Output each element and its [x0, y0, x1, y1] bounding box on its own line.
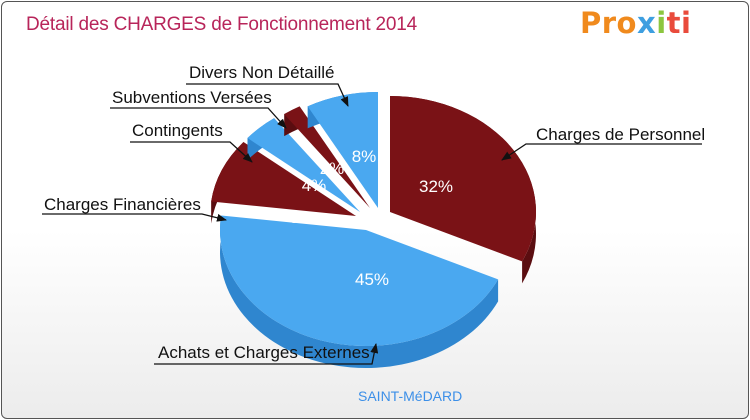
category-label: Achats et Charges Externes: [158, 343, 370, 362]
town-name: SAINT-MéDARD: [358, 388, 463, 404]
callout-line: [501, 143, 702, 161]
callout-line: [186, 83, 349, 107]
pie-slice-side: [220, 215, 499, 368]
logo-part-1: Pro: [580, 6, 637, 40]
slice-value-label: 8%: [352, 147, 377, 166]
pie-slice: [220, 215, 499, 346]
logo-part-4: ti: [666, 6, 692, 40]
slice-value-label: 9%: [290, 208, 315, 227]
pie-slice: [307, 92, 378, 208]
callout-line: [110, 107, 287, 129]
slice-value-label: 45%: [355, 270, 389, 289]
callout-line: [130, 141, 253, 163]
slice-value-label: 32%: [419, 177, 453, 196]
pie-slice: [390, 96, 536, 262]
slice-value-label: 2%: [320, 159, 345, 178]
category-label: Charges de Personnel: [536, 125, 705, 144]
proxiti-logo: Proxiti: [580, 6, 691, 40]
category-label: Charges Financières: [44, 195, 201, 214]
logo-part-2: x: [636, 6, 657, 40]
category-label: Contingents: [132, 121, 223, 140]
logo-part-3: i: [656, 6, 667, 40]
pie-slice: [247, 118, 360, 212]
slice-value-label: 4%: [302, 176, 327, 195]
pie-slice: [284, 106, 370, 208]
category-label: Divers Non Détaillé: [189, 63, 335, 82]
callout-line: [42, 213, 227, 222]
category-label: Subventions Versées: [112, 88, 272, 107]
callout-line: [154, 343, 379, 365]
chart-title: Détail des CHARGES de Fonctionnement 201…: [26, 14, 418, 35]
